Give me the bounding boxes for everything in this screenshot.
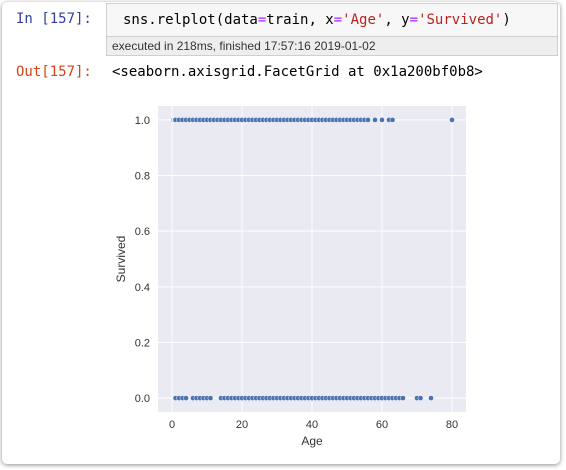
x-tick-label: 0 xyxy=(169,419,175,431)
code-token-args: , y xyxy=(384,12,410,28)
x-tick-label: 40 xyxy=(306,419,318,431)
data-point xyxy=(417,395,424,401)
data-point xyxy=(428,395,434,401)
y-tick-label: 1.0 xyxy=(135,115,150,127)
x-tick-label: 20 xyxy=(236,419,248,431)
code-editor[interactable]: sns.relplot(data=train, x='Age', y='Surv… xyxy=(106,3,558,37)
y-tick-label: 0.2 xyxy=(135,337,150,349)
data-point xyxy=(389,117,396,123)
notebook-cell: In [157]: sns.relplot(data=train, x='Age… xyxy=(2,2,560,464)
x-tick-label: 80 xyxy=(446,419,458,431)
output-text: <seaborn.axisgrid.FacetGrid at 0x1a200bf… xyxy=(112,64,483,80)
data-point xyxy=(449,117,455,123)
code-token-call: sns.relplot(data xyxy=(123,12,258,28)
execution-info: executed in 218ms, finished 17:57:16 201… xyxy=(112,39,376,53)
code-line[interactable]: sns.relplot(data=train, x='Age', y='Surv… xyxy=(123,12,511,28)
code-token-equals: = xyxy=(257,12,267,28)
code-token-args: train, x xyxy=(266,12,334,28)
x-tick-label: 60 xyxy=(376,419,388,431)
y-tick-label: 0.8 xyxy=(135,171,150,183)
data-points xyxy=(170,117,455,401)
scatter-plot: 0.0 0.2 0.4 0.6 0.8 1.0 0 20 40 60 80 Age Survive… xyxy=(114,106,466,448)
data-point xyxy=(379,117,385,123)
y-axis-label: Survived xyxy=(114,236,128,283)
input-prompt: In [157]: xyxy=(16,11,92,27)
output-prompt: Out[157]: xyxy=(16,64,92,80)
code-token-equals: = xyxy=(409,12,419,28)
x-tick-labels: 0 20 40 60 80 xyxy=(169,419,458,431)
y-tick-label: 0.4 xyxy=(135,282,150,294)
execution-info-bar: executed in 218ms, finished 17:57:16 201… xyxy=(106,37,558,56)
data-point xyxy=(400,395,406,401)
y-tick-label: 0.0 xyxy=(135,393,150,405)
code-token-equals: = xyxy=(333,12,343,28)
code-token-string: 'Survived' xyxy=(418,12,503,28)
y-tick-label: 0.6 xyxy=(135,226,150,238)
y-tick-labels: 0.0 0.2 0.4 0.6 0.8 1.0 xyxy=(135,115,150,405)
data-point xyxy=(207,395,214,401)
x-axis-label: Age xyxy=(301,434,323,448)
data-point xyxy=(183,395,189,401)
data-point xyxy=(372,117,378,123)
data-point xyxy=(365,117,371,123)
code-token-paren: ) xyxy=(502,12,511,28)
code-token-string: 'Age' xyxy=(342,12,385,28)
